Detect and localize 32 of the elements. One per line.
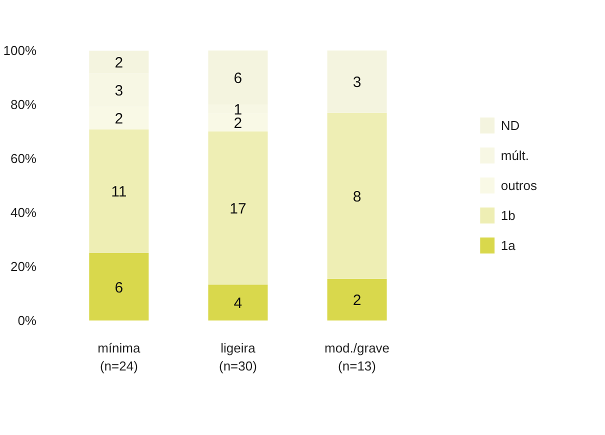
annotation: 6 [234, 70, 242, 87]
legend-label: 1a [500, 238, 516, 252]
y-tick-label: 20% [10, 259, 37, 274]
x-tick-label: ligeira (n=30) [219, 340, 257, 374]
annotation: 2 [114, 110, 124, 128]
annotation: 4 [234, 295, 242, 312]
bar [327, 278, 387, 320]
y-tick-label: 60% [10, 151, 37, 166]
annotation: 6 [114, 279, 124, 296]
annotation: 17 [230, 200, 246, 218]
bar [208, 284, 268, 320]
y-tick-label: 80% [10, 97, 37, 112]
y-tick-label: 100% [3, 43, 37, 58]
annotation: 2 [352, 292, 362, 310]
bar [89, 253, 149, 320]
bar [327, 112, 387, 279]
x-tick-label: mod./grave (n=13) [324, 340, 390, 374]
y-tick-label: 0% [18, 313, 37, 328]
annotation: 3 [352, 74, 362, 92]
annotation: 8 [352, 188, 362, 206]
annotation: 11 [111, 184, 127, 201]
bar [327, 50, 387, 113]
bar [89, 129, 149, 253]
legend-label: ND [500, 118, 521, 132]
annotation: 3 [114, 82, 124, 100]
y-tick-label: 40% [10, 205, 37, 220]
legend-label: múlt. [500, 148, 530, 162]
legend-label: outros [500, 178, 537, 192]
annotation: 2 [114, 54, 124, 72]
bar [208, 132, 268, 285]
x-tick-label: mínima (n=24) [98, 340, 142, 374]
legend-label: 1b [500, 208, 516, 222]
